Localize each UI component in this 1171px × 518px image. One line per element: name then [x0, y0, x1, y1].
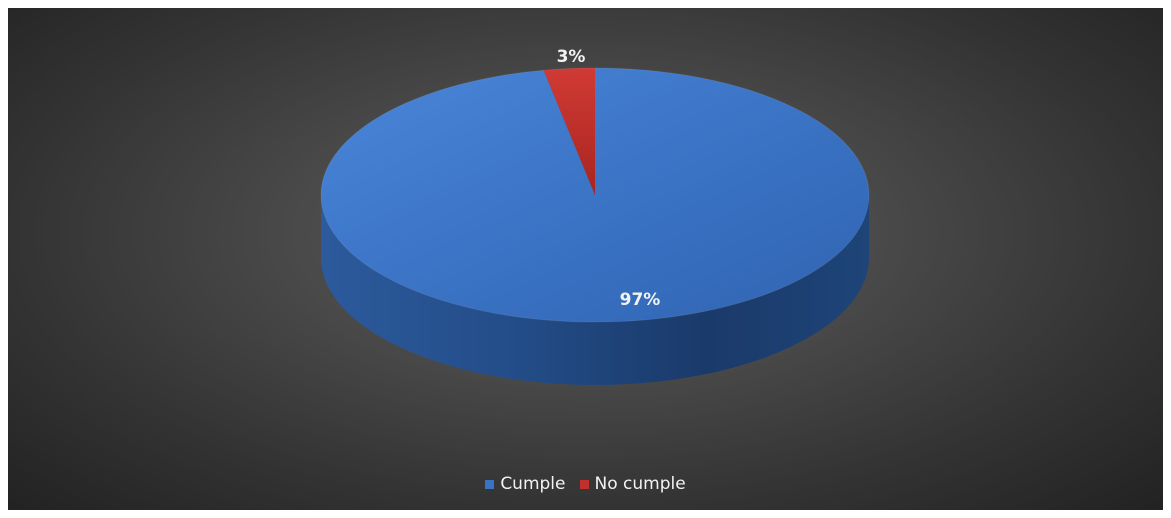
- pie-slice-no-cumple[interactable]: [543, 68, 595, 195]
- chart-area: 97% 3% Cumple No cumple: [8, 8, 1163, 510]
- legend-swatch-cumple: [485, 479, 495, 489]
- data-label-cumple: 97%: [620, 290, 661, 310]
- pie-rim: [320, 67, 870, 323]
- legend-label-no-cumple: No cumple: [594, 474, 686, 494]
- pie-chart: 97% 3%: [320, 47, 870, 385]
- pie-side-cumple: [321, 195, 869, 385]
- legend: Cumple No cumple: [8, 474, 1163, 494]
- pie-top-group: [320, 67, 870, 323]
- pie-labels-group: 97% 3%: [557, 47, 661, 310]
- legend-label-cumple: Cumple: [500, 474, 566, 494]
- data-label-no-cumple: 3%: [557, 47, 586, 67]
- legend-entry-no-cumple[interactable]: No cumple: [579, 474, 686, 494]
- legend-swatch-no-cumple: [579, 479, 589, 489]
- legend-entry-cumple[interactable]: Cumple: [485, 474, 566, 494]
- pie-side-group: [321, 195, 869, 385]
